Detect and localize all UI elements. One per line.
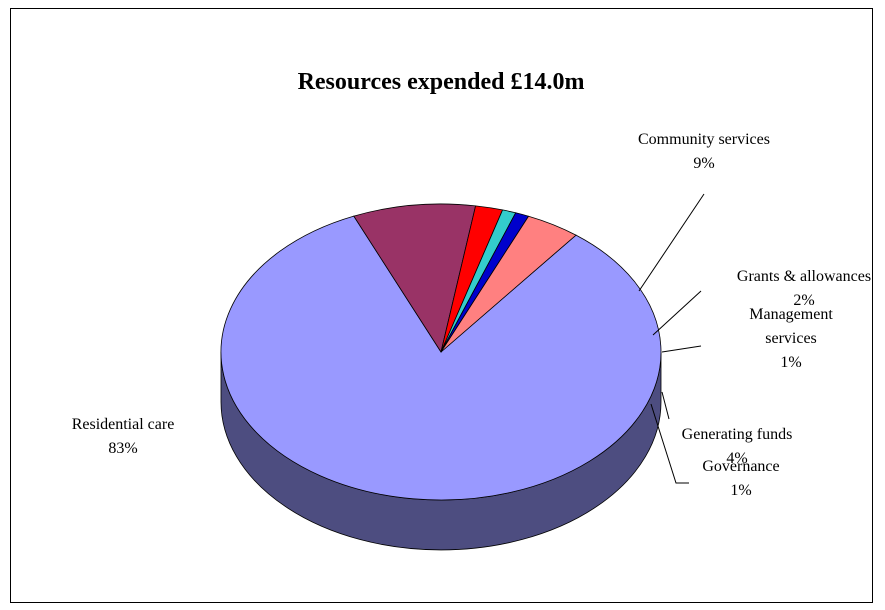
slice-label-line: Generating funds: [682, 426, 793, 443]
slice-label-line: 1%: [780, 354, 801, 371]
slice-label-line: Management: [749, 306, 833, 323]
slice-label-community-services: Community services 9%: [638, 131, 770, 172]
slice-label-line: services: [765, 330, 817, 347]
slice-label-residential-care: Residential care 83%: [72, 416, 175, 457]
pie-top: [221, 204, 661, 500]
chart-frame: Resources expended £14.0m Residential ca…: [10, 8, 873, 603]
slice-label-line: Residential care: [72, 416, 175, 433]
slice-label-line: 83%: [108, 440, 137, 457]
slice-label-line: 9%: [693, 155, 714, 172]
leader-line-grants-allowances: [653, 291, 701, 335]
slice-label-grants-allowances: Grants & allowances 2%: [737, 268, 871, 309]
slice-label-line: Community services: [638, 131, 770, 148]
leader-line-community-services: [639, 194, 704, 291]
leader-line-management-services: [662, 346, 701, 352]
slice-label-line: Grants & allowances: [737, 268, 871, 285]
slice-label-management-services: Management services 1%: [749, 306, 833, 371]
chart-title: Resources expended £14.0m: [298, 69, 585, 95]
pie-chart: Resources expended £14.0m Residential ca…: [11, 9, 874, 604]
slice-label-line: 1%: [730, 482, 751, 499]
slice-label-line: 4%: [726, 450, 747, 467]
leader-line-generating-funds: [662, 392, 669, 419]
